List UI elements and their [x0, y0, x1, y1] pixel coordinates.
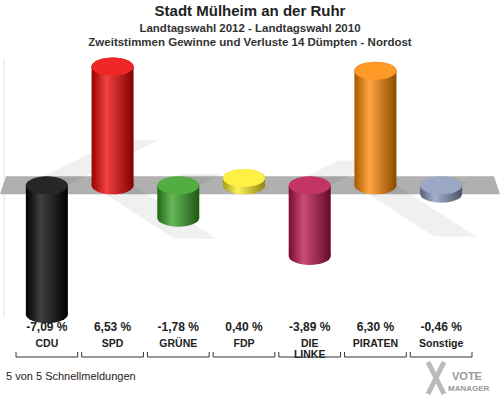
logo-text: VOTE — [452, 370, 482, 382]
logo-text: MANAGER — [448, 384, 490, 393]
bar-base-cap — [92, 176, 134, 194]
footer-note: 5 von 5 Schnellmeldungen — [6, 370, 136, 382]
bar-top-face — [420, 176, 462, 194]
bar — [354, 62, 396, 195]
logo-mark — [428, 362, 444, 394]
bar-top-face — [92, 58, 134, 76]
category-bracket — [279, 352, 341, 357]
category-bracket — [16, 352, 78, 357]
category-label-line: GRÜNE — [159, 337, 197, 349]
bar-top-face — [26, 176, 68, 194]
category-bracket — [410, 352, 472, 357]
category-bracket — [213, 352, 275, 357]
chart-svg: Stadt Mülheim an der Ruhr Landtagswahl 20… — [0, 0, 500, 400]
bar — [420, 176, 462, 202]
bar-top-face — [223, 169, 265, 187]
category-label-line: FDP — [234, 337, 255, 349]
subtitle: Landtagswahl 2012 - Landtagswahl 2010 — [139, 22, 360, 34]
data-label: 6,53 % — [94, 320, 132, 334]
title: Stadt Mülheim an der Ruhr — [155, 2, 346, 19]
category-label: GRÜNE — [159, 337, 197, 349]
data-label: -0,46 % — [420, 320, 462, 334]
bar — [26, 176, 68, 323]
category-bracket — [82, 352, 144, 357]
category-label-line: Sonstige — [419, 337, 463, 349]
category-label-line: LINKE — [294, 348, 326, 360]
bar — [157, 176, 199, 226]
category-label: SPD — [102, 337, 124, 349]
plot-area — [26, 58, 477, 324]
data-label: 0,40 % — [225, 320, 263, 334]
bar-end-cap — [223, 169, 265, 187]
data-label: -1,78 % — [158, 320, 200, 334]
bar-end-cap — [354, 62, 396, 80]
subtitle: Zweitstimmen Gewinne und Verluste 14 Düm… — [88, 36, 411, 48]
category-label: FDP — [234, 337, 255, 349]
category-label: PIRATEN — [353, 337, 398, 349]
bar-body — [26, 185, 68, 314]
data-label: -7,09 % — [26, 320, 68, 334]
data-label: -3,89 % — [289, 320, 331, 334]
category-bracket — [345, 352, 407, 357]
category-label-line: PIRATEN — [353, 337, 398, 349]
bar — [223, 169, 265, 194]
bar-body — [92, 67, 134, 186]
bar-body — [354, 71, 396, 186]
bar-top-face — [354, 62, 396, 80]
category-bracket — [147, 352, 209, 357]
data-label: 6,30 % — [357, 320, 395, 334]
bar — [92, 58, 134, 195]
category-label: Sonstige — [419, 337, 463, 349]
bar-base-cap — [354, 176, 396, 194]
category-label: CDU — [35, 337, 58, 349]
bar-top-face — [157, 176, 199, 194]
category-label-line: CDU — [35, 337, 58, 349]
bar-top-face — [289, 176, 331, 194]
bar-body — [289, 185, 331, 256]
category-label-line: SPD — [102, 337, 124, 349]
chart-container: Stadt Mülheim an der Ruhr Landtagswahl 20… — [0, 0, 500, 400]
bar-end-cap — [92, 58, 134, 76]
bar — [289, 176, 331, 265]
